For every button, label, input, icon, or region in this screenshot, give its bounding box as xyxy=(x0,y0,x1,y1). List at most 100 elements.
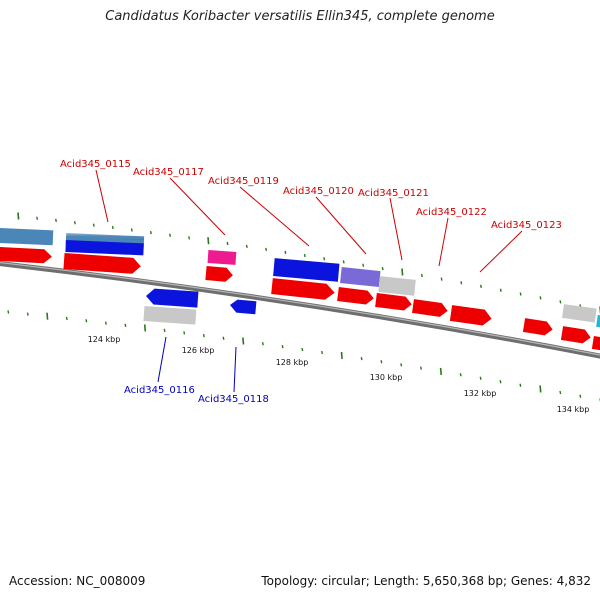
gene-feature[interactable] xyxy=(63,253,141,274)
minor-tick xyxy=(36,216,39,220)
major-tick xyxy=(46,312,49,320)
minor-tick xyxy=(163,328,166,333)
minor-tick xyxy=(92,223,95,227)
minor-tick xyxy=(284,250,287,255)
minor-tick xyxy=(85,319,88,323)
minor-tick xyxy=(111,225,114,230)
minor-tick xyxy=(360,356,363,361)
gene-feature[interactable] xyxy=(340,267,381,288)
feature-gloss xyxy=(66,233,144,240)
minor-tick xyxy=(124,323,127,328)
gene-label-acid345-0116[interactable]: Acid345_0116 xyxy=(124,385,195,396)
major-tick xyxy=(17,212,20,220)
minor-tick xyxy=(559,390,562,395)
gene-feature[interactable] xyxy=(449,305,493,327)
minor-tick xyxy=(188,236,191,240)
major-tick xyxy=(539,385,542,393)
minor-tick xyxy=(130,228,133,232)
minor-tick xyxy=(499,288,502,292)
scale-label: 124 kbp xyxy=(88,335,121,344)
minor-tick xyxy=(169,233,171,237)
backbone xyxy=(0,261,600,359)
gene-feature[interactable] xyxy=(337,287,374,305)
gene-feature[interactable] xyxy=(207,250,237,265)
gene-label-acid345-0118[interactable]: Acid345_0118 xyxy=(198,394,269,405)
gene-labels: Acid345_0115 Acid345_0117 Acid345_0119 A… xyxy=(60,159,562,405)
gene-feature[interactable] xyxy=(591,336,600,351)
scale-label: 132 kbp xyxy=(464,389,497,398)
accession-text: Accession: NC_008009 xyxy=(9,574,146,588)
minor-tick xyxy=(400,363,403,367)
minor-tick xyxy=(73,221,76,225)
scale-labels: 124 kbp 126 kbp 128 kbp 130 kbp 132 kbp … xyxy=(88,335,590,414)
minor-tick xyxy=(303,253,306,258)
minor-tick xyxy=(381,266,384,271)
minor-tick xyxy=(321,350,323,355)
gene-feature[interactable] xyxy=(562,304,597,323)
scale-label: 134 kbp xyxy=(557,405,590,414)
gene-label-acid345-0120[interactable]: Acid345_0120 xyxy=(283,186,354,197)
minor-tick xyxy=(362,263,365,267)
scale-label: 128 kbp xyxy=(276,358,309,367)
gene-feature[interactable] xyxy=(378,276,416,296)
gene-feature[interactable] xyxy=(596,314,600,328)
minor-tick xyxy=(420,273,423,278)
outer-tick-ring xyxy=(17,212,600,314)
minor-tick xyxy=(55,218,57,223)
inner-tick-ring xyxy=(7,310,600,402)
major-tick xyxy=(143,324,147,332)
minor-tick xyxy=(459,373,462,377)
minor-tick xyxy=(342,260,345,264)
minor-tick xyxy=(261,342,264,346)
minor-tick xyxy=(323,257,326,261)
major-tick xyxy=(242,337,245,345)
scale-label: 126 kbp xyxy=(182,346,215,355)
minor-tick xyxy=(479,376,482,380)
gene-feature[interactable] xyxy=(205,266,233,282)
gene-feature[interactable] xyxy=(375,293,412,311)
gene-feature[interactable] xyxy=(143,306,197,325)
gene-feature[interactable] xyxy=(145,288,199,308)
minor-tick xyxy=(7,310,10,314)
minor-tick xyxy=(104,321,107,325)
gene-feature[interactable] xyxy=(412,299,449,318)
minor-tick xyxy=(420,366,422,370)
minor-tick xyxy=(440,277,443,281)
minor-tick xyxy=(539,296,542,300)
gene-label-acid345-0115[interactable]: Acid345_0115 xyxy=(60,159,131,170)
gene-label-acid345-0117[interactable]: Acid345_0117 xyxy=(133,167,204,178)
gene-feature[interactable] xyxy=(560,326,592,344)
gene-feature[interactable] xyxy=(522,318,554,336)
gene-label-acid345-0119[interactable]: Acid345_0119 xyxy=(208,176,279,187)
minor-tick xyxy=(26,312,29,316)
minor-tick xyxy=(519,292,522,296)
minor-tick xyxy=(480,284,482,289)
gene-feature[interactable] xyxy=(273,258,340,282)
major-tick xyxy=(439,367,442,375)
label-connectors xyxy=(95,169,523,393)
minor-tick xyxy=(202,333,205,338)
minor-tick xyxy=(149,230,152,235)
minor-tick xyxy=(460,281,463,285)
gene-feature[interactable] xyxy=(65,239,144,256)
gene-label-acid345-0123[interactable]: Acid345_0123 xyxy=(491,220,562,231)
gene-feature[interactable] xyxy=(271,278,335,300)
minor-tick xyxy=(519,383,522,387)
gene-feature[interactable] xyxy=(229,299,257,315)
gene-feature[interactable] xyxy=(0,227,54,246)
minor-tick xyxy=(183,331,186,335)
minor-tick xyxy=(265,247,268,252)
gene-feature[interactable] xyxy=(0,246,52,264)
topology-text: Topology: circular; Length: 5,650,368 bp… xyxy=(261,574,591,588)
gene-label-acid345-0122[interactable]: Acid345_0122 xyxy=(416,207,487,218)
minor-tick xyxy=(301,347,304,352)
minor-tick xyxy=(281,344,284,349)
minor-tick xyxy=(579,394,582,398)
minor-tick xyxy=(559,300,562,304)
forward-strand-genes xyxy=(0,227,600,351)
scale-label: 130 kbp xyxy=(370,373,403,382)
gene-label-acid345-0121[interactable]: Acid345_0121 xyxy=(358,188,429,199)
minor-tick xyxy=(245,244,248,249)
minor-tick xyxy=(380,360,383,364)
